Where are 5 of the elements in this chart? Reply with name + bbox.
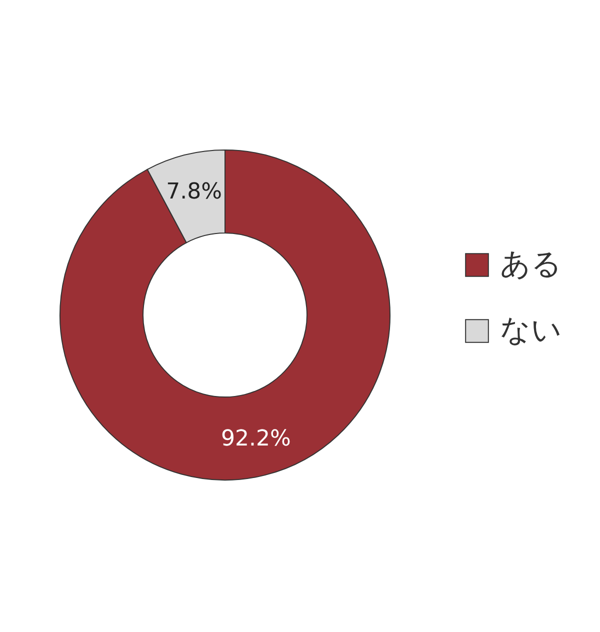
data-label: 7.8%	[166, 179, 222, 204]
legend-label: ある	[500, 247, 562, 282]
legend-label: ない	[500, 313, 562, 348]
donut-slice	[60, 150, 390, 480]
data-label: 92.2%	[220, 426, 291, 452]
